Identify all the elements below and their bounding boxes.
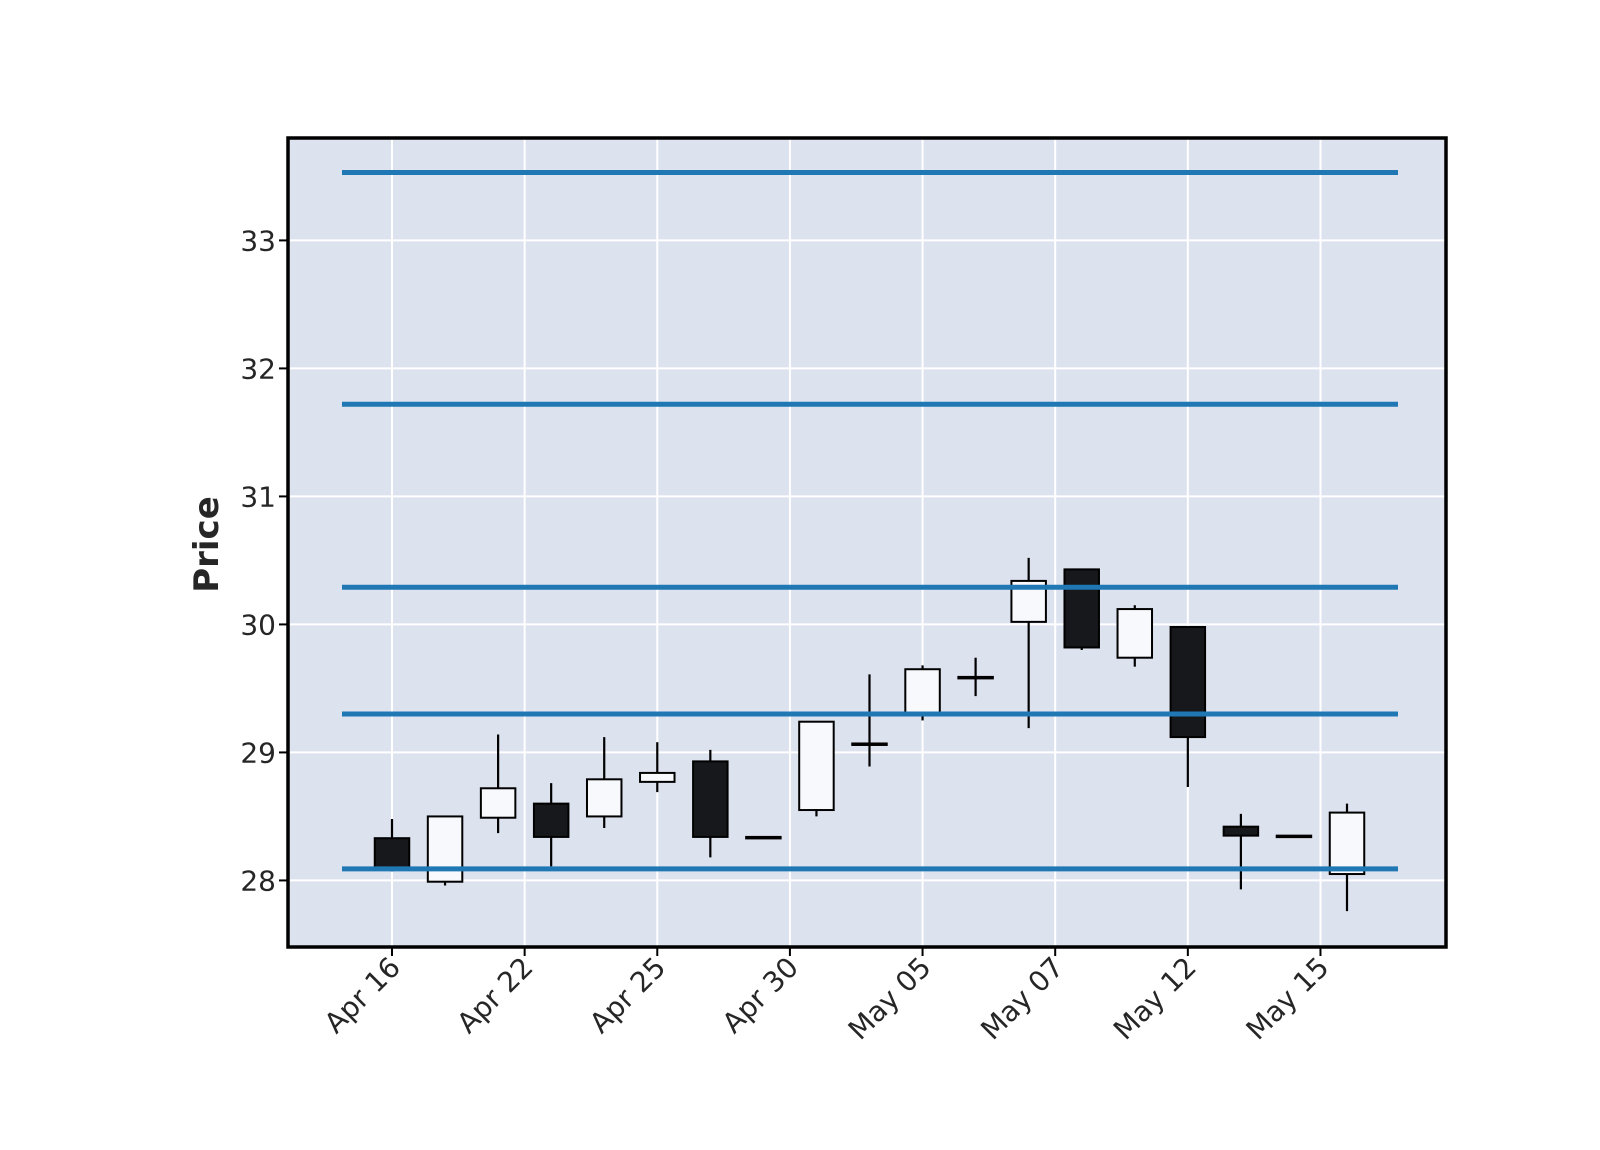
candle-body — [1275, 834, 1313, 839]
x-tick-label: May 05 — [842, 951, 938, 1047]
x-tick-label: Apr 25 — [583, 951, 672, 1040]
plot-frame — [286, 136, 1448, 949]
candle-body — [904, 668, 941, 716]
candle — [532, 783, 570, 867]
x-axis: Apr 16 Apr 22 Apr 25 Apr 30 May 05 May 07 May … — [318, 947, 1336, 1047]
candles — [373, 557, 1366, 912]
candle — [957, 657, 994, 697]
candle-body — [479, 787, 517, 819]
candle-body — [851, 742, 888, 746]
candle — [745, 835, 782, 840]
x-tick-label: Apr 22 — [451, 951, 540, 1040]
candle-body — [373, 837, 411, 869]
candle — [639, 742, 676, 793]
candle-body — [585, 778, 623, 818]
y-axis: 28 29 30 31 32 33 — [240, 224, 288, 897]
candle — [1063, 568, 1100, 651]
candle-body — [957, 675, 994, 680]
candle-body — [532, 802, 570, 838]
y-tick-label: 28 — [240, 864, 276, 897]
y-tick-label: 29 — [240, 736, 276, 769]
candle — [851, 674, 888, 767]
y-tick-label: 32 — [240, 352, 276, 385]
candle — [585, 737, 623, 828]
x-tick-label: May 15 — [1240, 951, 1336, 1047]
candle — [1116, 605, 1154, 667]
candle — [1222, 813, 1260, 890]
x-tick-label: Apr 30 — [716, 951, 805, 1040]
candle-body — [745, 835, 782, 840]
x-tick-label: Apr 16 — [318, 951, 407, 1040]
candle — [1275, 834, 1313, 839]
candle — [1328, 803, 1366, 912]
y-tick-label: 33 — [240, 224, 276, 257]
candle-body — [692, 760, 729, 838]
candle-body — [1063, 568, 1100, 649]
candle-body — [1222, 825, 1260, 837]
candle — [692, 749, 729, 858]
candle-body — [798, 720, 835, 812]
candle-body — [426, 815, 464, 883]
x-tick-label: May 07 — [974, 951, 1070, 1047]
candle-body — [1169, 625, 1207, 739]
candle — [373, 818, 411, 872]
candle — [1169, 625, 1207, 787]
candle — [479, 734, 517, 834]
y-tick-label: 31 — [240, 480, 276, 513]
candle — [426, 815, 464, 886]
grid — [288, 138, 1446, 947]
x-tick-label: May 12 — [1107, 951, 1203, 1047]
y-axis-label: Price — [187, 496, 227, 593]
horizontal-lines — [342, 170, 1398, 872]
candle-body — [639, 771, 676, 783]
candle-body — [1116, 608, 1154, 659]
candle-body — [1328, 811, 1366, 876]
candle — [798, 720, 835, 817]
candle — [904, 665, 941, 721]
y-tick-label: 30 — [240, 608, 276, 641]
